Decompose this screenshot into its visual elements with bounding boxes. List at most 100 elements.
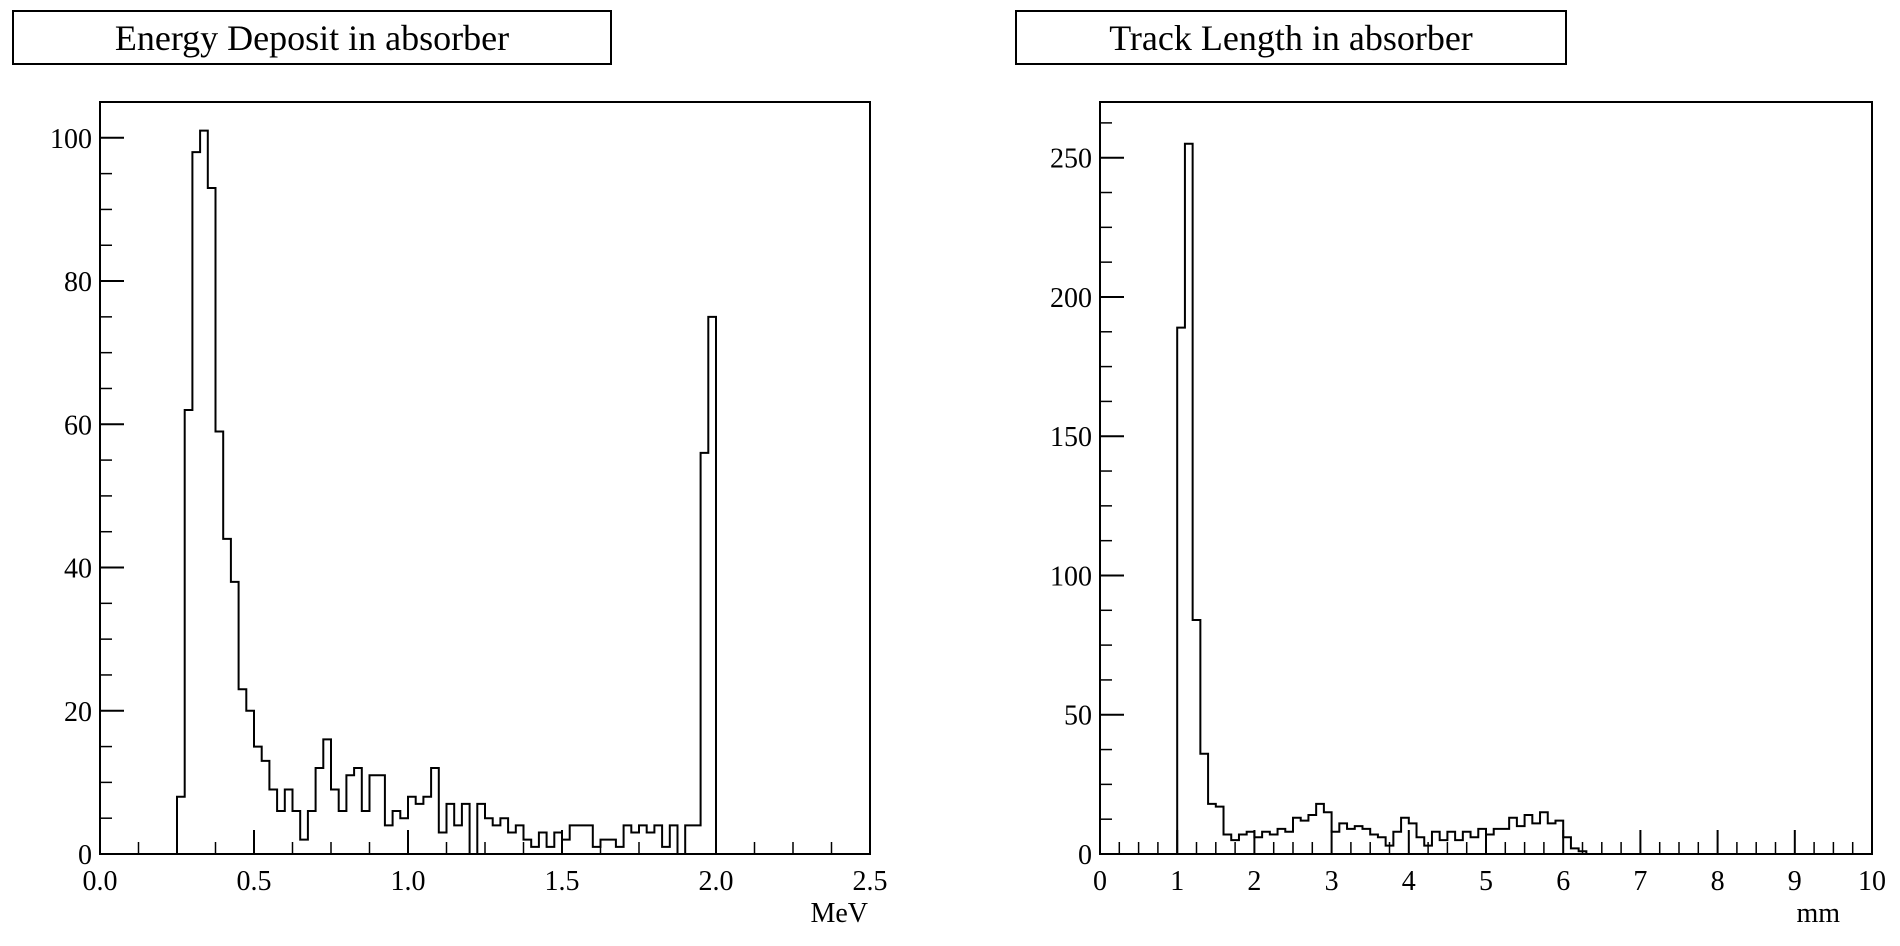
energy-histogram-bin xyxy=(439,833,447,854)
energy-histogram-bin xyxy=(547,847,555,854)
energy-histogram-bin xyxy=(423,797,431,854)
track-x-axis-label: mm xyxy=(1796,898,1840,929)
track-histogram-bin xyxy=(1208,804,1216,854)
track-histogram-bin xyxy=(1486,835,1494,854)
track-x-tick-label: 0 xyxy=(1093,866,1107,897)
track-histogram-bin xyxy=(1254,837,1262,854)
track-histogram-bin xyxy=(1563,837,1571,854)
energy-histogram-bin xyxy=(208,188,216,854)
energy-x-tick-label: 0.5 xyxy=(237,866,272,897)
energy-histogram-bin xyxy=(670,825,678,854)
track-histogram-bin xyxy=(1409,823,1417,854)
energy-histogram-bin xyxy=(662,847,670,854)
track-histogram-bin xyxy=(1509,818,1517,854)
track-x-tick-label: 1 xyxy=(1170,866,1184,897)
energy-histogram-bin xyxy=(693,825,701,854)
energy-histogram-bin xyxy=(323,739,331,854)
track-histogram-outline xyxy=(1176,142,1588,854)
track-histogram-bin xyxy=(1417,837,1425,854)
track-histogram-bin xyxy=(1548,823,1556,854)
energy-histogram-bin xyxy=(308,811,316,854)
energy-histogram-bin xyxy=(554,833,562,854)
energy-histogram-bin xyxy=(454,825,462,854)
energy-histogram-bin xyxy=(262,761,270,854)
track-histogram-bin xyxy=(1517,826,1525,854)
energy-histogram-bin xyxy=(385,825,393,854)
energy-histogram-outline xyxy=(176,129,717,855)
track-x-tick-label: 3 xyxy=(1325,866,1339,897)
energy-histogram-bin xyxy=(477,804,485,854)
track-y-tick-label: 50 xyxy=(1064,701,1092,732)
energy-histogram-bin xyxy=(493,825,501,854)
energy-y-tick-label: 40 xyxy=(64,554,92,585)
energy-x-tick-label: 2.0 xyxy=(699,866,734,897)
track-y-tick-label: 100 xyxy=(1050,561,1092,592)
track-histogram-bin xyxy=(1301,821,1309,854)
track-histogram-bin xyxy=(1339,823,1347,854)
track-histogram-bin xyxy=(1532,823,1540,854)
track-histogram-bin xyxy=(1285,832,1293,854)
track-y-tick-label: 200 xyxy=(1050,283,1092,314)
energy-histogram-bin xyxy=(300,840,308,854)
energy-y-tick-label: 0 xyxy=(78,840,92,871)
energy-histogram-bin xyxy=(685,825,693,854)
energy-histogram-bin xyxy=(177,797,185,854)
energy-histogram-bin xyxy=(416,804,424,854)
energy-histogram-bin xyxy=(539,833,547,854)
energy-histogram-bin xyxy=(639,825,647,854)
track-histogram-bin xyxy=(1455,840,1463,854)
energy-histogram-bin xyxy=(500,818,508,854)
energy-histogram-bin xyxy=(285,790,293,854)
energy-histogram-bin xyxy=(354,768,362,854)
energy-histogram-bin xyxy=(585,825,593,854)
energy-histogram-bin xyxy=(631,833,639,854)
track-histogram-bin xyxy=(1494,829,1502,854)
energy-x-tick-label: 2.5 xyxy=(853,866,888,897)
energy-histogram-bin xyxy=(393,811,401,854)
energy-histogram-bin xyxy=(362,811,370,854)
energy-histogram-bin xyxy=(216,431,224,854)
chart-title-energy: Energy Deposit in absorber xyxy=(12,10,612,65)
energy-histogram-bin xyxy=(231,582,239,854)
track-x-tick-label: 4 xyxy=(1402,866,1416,897)
energy-histogram-bin xyxy=(593,847,601,854)
track-histogram-bin xyxy=(1324,812,1332,854)
energy-histogram-bin xyxy=(701,453,709,854)
energy-histogram-bin xyxy=(331,790,339,854)
energy-histogram-bin xyxy=(608,840,616,854)
energy-y-tick-label: 20 xyxy=(64,697,92,728)
track-histogram-bin xyxy=(1432,832,1440,854)
track-x-tick-label: 7 xyxy=(1633,866,1647,897)
energy-x-tick-label: 1.0 xyxy=(391,866,426,897)
track-x-tick-label: 2 xyxy=(1247,866,1261,897)
track-x-tick-label: 8 xyxy=(1711,866,1725,897)
track-histogram-bin xyxy=(1278,829,1286,854)
energy-histogram-bin xyxy=(192,152,200,854)
track-histogram-bin xyxy=(1393,832,1401,854)
energy-histogram-bin xyxy=(370,775,378,854)
track-histogram-bin xyxy=(1185,144,1193,854)
energy-histogram-bin xyxy=(647,833,655,854)
track-histogram-bin xyxy=(1293,818,1301,854)
track-x-tick-label: 10 xyxy=(1858,866,1886,897)
energy-x-tick-label: 1.5 xyxy=(545,866,580,897)
energy-histogram-bin xyxy=(239,689,247,854)
energy-histogram-bin xyxy=(516,825,524,854)
energy-histogram-bin xyxy=(339,811,347,854)
track-histogram-bin xyxy=(1370,835,1378,854)
track-histogram-bin xyxy=(1262,832,1270,854)
track-histogram-bin xyxy=(1177,328,1185,854)
energy-histogram-bin xyxy=(562,840,570,854)
track-x-tick-label: 5 xyxy=(1479,866,1493,897)
energy-histogram-bin xyxy=(624,825,632,854)
energy-histogram-bin xyxy=(293,811,301,854)
chart-title-track: Track Length in absorber xyxy=(1015,10,1567,65)
track-histogram-bin xyxy=(1471,837,1479,854)
track-histogram-bin xyxy=(1239,835,1247,854)
track-plot-frame xyxy=(1099,101,1873,855)
energy-histogram-bin xyxy=(654,825,662,854)
track-histogram-bin xyxy=(1401,818,1409,854)
energy-histogram-bin xyxy=(508,833,516,854)
track-y-tick-label: 150 xyxy=(1050,422,1092,453)
